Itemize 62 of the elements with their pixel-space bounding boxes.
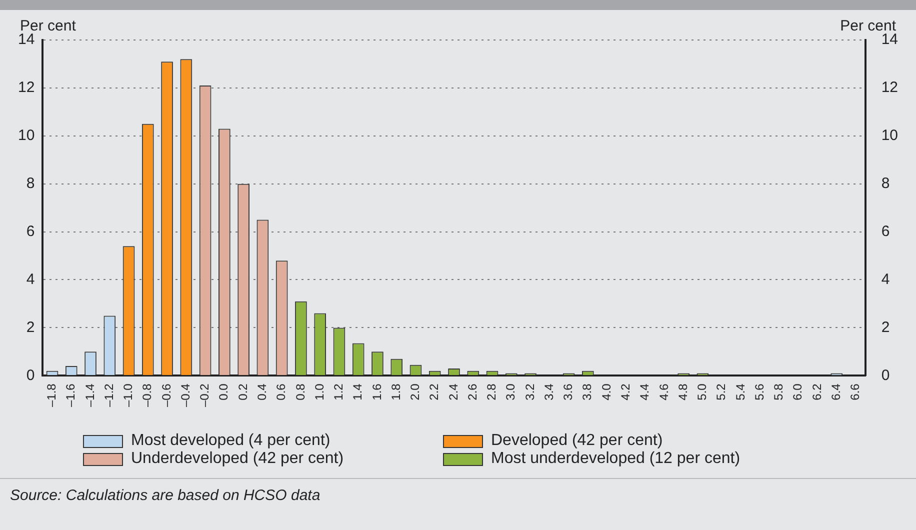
x-tick-label: 0.2	[236, 383, 250, 400]
x-tick-label: 0.8	[293, 383, 308, 400]
x-tick-label: 0.6	[274, 383, 288, 400]
x-tick-label: 4.2	[618, 383, 632, 400]
y-tick-label: 6	[26, 222, 35, 240]
x-tick-label: 3.8	[580, 383, 594, 400]
x-tick-label: 5.6	[752, 383, 766, 400]
y2-tick-label: 10	[881, 127, 898, 144]
x-tick-label: 3.4	[542, 383, 556, 400]
x-tick-label: –1.8	[44, 383, 59, 408]
x-tick-label: 5.2	[714, 383, 728, 400]
x-tick-label: 1.2	[332, 383, 346, 400]
legend-label: Most developed (4 per cent)	[131, 432, 330, 450]
y-tick-label: 10	[18, 127, 35, 144]
y-tick-label: 0	[26, 366, 35, 384]
x-tick-label: 4.0	[599, 383, 614, 400]
y2-tick-label: 8	[881, 174, 890, 192]
y2-tick-label: 4	[881, 270, 890, 288]
x-tick-label: –1.6	[64, 383, 78, 408]
x-tick-label: –0.6	[159, 383, 174, 408]
x-tick-label: –1.2	[102, 383, 116, 408]
x-tick-label: 5.0	[695, 383, 710, 400]
x-tick-label: 5.8	[772, 383, 786, 400]
x-tick-label: 2.6	[465, 383, 480, 400]
source-note: Source: Calculations are based on HCSO data	[10, 487, 322, 504]
x-tick-label: 2.4	[446, 383, 460, 400]
x-tick-label: 6.6	[848, 383, 862, 400]
legend-label: Developed (42 per cent)	[491, 432, 663, 450]
x-tick-label: 4.4	[638, 383, 652, 400]
x-tick-label: 6.2	[810, 383, 824, 400]
x-tick-label: 1.0	[312, 383, 326, 400]
x-tick-label: 2.8	[484, 383, 499, 400]
x-tick-label: 1.6	[370, 383, 384, 400]
x-tick-label: 1.8	[388, 383, 403, 400]
x-tick-label: –1.4	[82, 383, 97, 408]
x-tick-label: –0.2	[198, 383, 212, 408]
x-tick-label: 1.4	[350, 383, 365, 400]
y2-tick-label: 2	[881, 318, 890, 336]
x-tick-label: –0.4	[178, 383, 192, 408]
x-tick-label: 6.4	[828, 383, 843, 400]
x-tick-label: 3.6	[561, 383, 576, 400]
y-tick-label: 2	[26, 318, 35, 336]
y2-tick-label: 0	[881, 366, 890, 384]
x-tick-label: 0.4	[255, 383, 270, 400]
x-tick-label: 2.2	[427, 383, 442, 400]
y-tick-label: 4	[26, 270, 35, 288]
y2-tick-label: 12	[881, 79, 898, 96]
x-tick-label: 5.4	[733, 383, 748, 400]
x-tick-label: 4.6	[656, 383, 671, 400]
legend-label: Underdeveloped (42 per cent)	[131, 450, 344, 468]
x-tick-label: 3.2	[522, 383, 537, 400]
x-tick-label: –1.0	[121, 383, 136, 408]
x-tick-label: –0.8	[140, 383, 154, 408]
y-tick-label: 12	[18, 79, 35, 96]
x-tick-label: 6.0	[790, 383, 805, 400]
x-tick-label: 0.0	[216, 383, 231, 400]
x-tick-label: 3.0	[504, 383, 518, 400]
legend-label: Most underdeveloped (12 per cent)	[491, 450, 740, 468]
y-tick-label: 8	[26, 174, 35, 192]
x-tick-label: 2.0	[408, 383, 422, 400]
x-tick-label: 4.8	[676, 383, 690, 400]
y2-tick-label: 6	[881, 222, 890, 240]
